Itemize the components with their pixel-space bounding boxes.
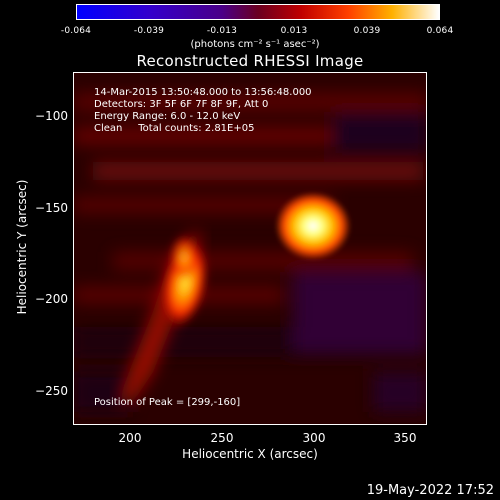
colorbar (76, 4, 440, 20)
date-stamp: 19-May-2022 17:52 (366, 483, 494, 498)
x-tick-label: 300 (302, 431, 326, 445)
detectors-text: Detectors: 3F 5F 6F 7F 8F 9F, Att 0 (94, 99, 269, 110)
colorbar-tick: -0.013 (206, 26, 238, 36)
colorbar-units: (photons cm⁻² s⁻¹ asec⁻²) (190, 39, 320, 50)
y-tick-label: −150 (35, 201, 68, 215)
rhessi-image (73, 72, 427, 425)
x-axis-label: Heliocentric X (arcsec) (182, 447, 318, 461)
y-tick-label: −250 (35, 384, 68, 398)
x-tick-label: 350 (393, 431, 417, 445)
colorbar-tick: 0.064 (426, 26, 454, 36)
x-tick-label: 250 (210, 431, 234, 445)
y-tick-label: −100 (35, 109, 68, 123)
image-title: Reconstructed RHESSI Image (136, 52, 364, 70)
colorbar-gradient (77, 5, 439, 19)
colorbar-tick: -0.039 (133, 26, 165, 36)
y-tick-label: −200 (35, 292, 68, 306)
clean-counts-text: Clean Total counts: 2.81E+05 (94, 123, 255, 134)
energy-range-text: Energy Range: 6.0 - 12.0 keV (94, 111, 241, 122)
peak-position-text: Position of Peak = [299,-160] (94, 397, 241, 408)
y-axis-label: Heliocentric Y (arcsec) (15, 179, 29, 315)
rhessi-image-map (73, 72, 427, 425)
x-tick-label: 200 (118, 431, 142, 445)
colorbar-tick: 0.013 (280, 26, 308, 36)
colorbar-tick: -0.064 (60, 26, 92, 36)
colorbar-tick: 0.039 (353, 26, 381, 36)
time-range-text: 14-Mar-2015 13:50:48.000 to 13:56:48.000 (94, 87, 312, 98)
